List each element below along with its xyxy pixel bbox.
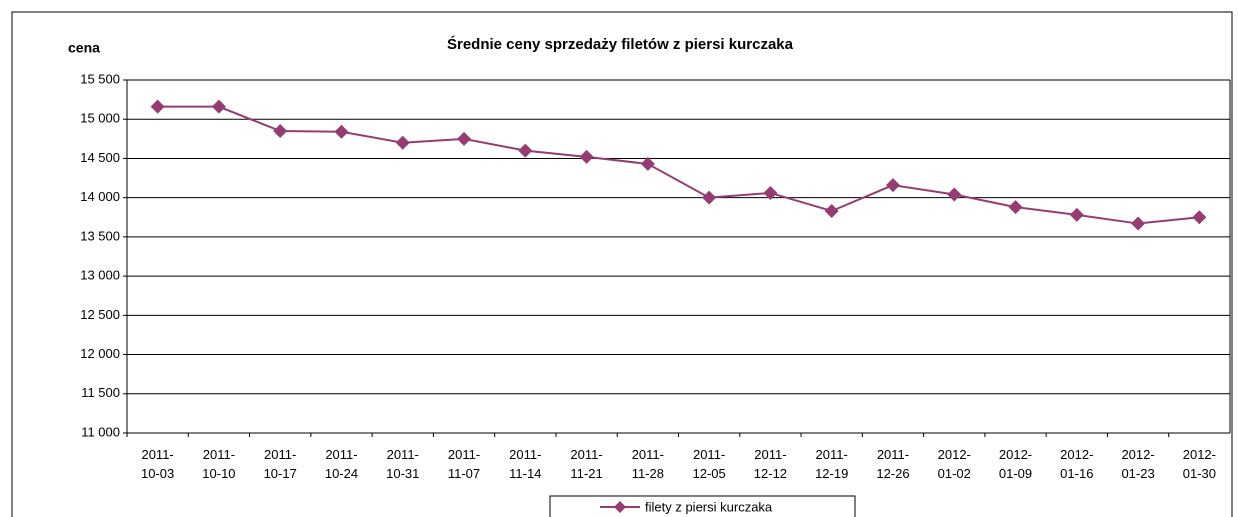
x-tick-label: 2011-11-07 xyxy=(447,447,481,481)
x-tick-label: 2012-01-09 xyxy=(998,447,1033,481)
x-tick-label: 2011-12-05 xyxy=(692,447,726,481)
x-tick-label: 2011-10-24 xyxy=(324,447,359,481)
y-tick-label: 11 000 xyxy=(81,424,120,439)
chart-frame xyxy=(11,11,1233,517)
data-point xyxy=(211,99,226,114)
x-tick-label: 2011-12-19 xyxy=(815,447,849,481)
data-point xyxy=(579,149,594,164)
x-tick-label: 2011-12-26 xyxy=(876,447,910,481)
data-point xyxy=(1192,210,1207,225)
data-point xyxy=(1008,200,1023,215)
data-point xyxy=(640,156,655,171)
data-point xyxy=(150,99,165,114)
chart-title: Średnie ceny sprzedaży filetów z piersi … xyxy=(447,35,794,53)
x-tick-label: 2012-01-16 xyxy=(1060,447,1094,481)
y-tick-label: 13 000 xyxy=(80,268,120,283)
x-tick-label: 2011-10-03 xyxy=(141,447,175,481)
x-tick-label: 2011-12-12 xyxy=(753,447,788,481)
data-point xyxy=(885,178,900,193)
x-tick-label: 2011-11-14 xyxy=(509,447,542,481)
y-tick-label: 12 000 xyxy=(80,346,120,361)
data-point xyxy=(334,124,349,139)
data-point xyxy=(947,187,962,202)
x-tick-label: 2011-10-17 xyxy=(263,447,297,481)
y-tick-label: 11 500 xyxy=(81,385,120,400)
legend-box xyxy=(549,495,856,517)
x-tick-label: 2011-11-28 xyxy=(631,447,664,481)
data-point xyxy=(1069,207,1084,222)
data-point xyxy=(273,123,288,138)
y-tick-label: 14 000 xyxy=(80,189,120,204)
x-tick-label: 2012-01-30 xyxy=(1182,447,1216,481)
data-point xyxy=(824,204,839,219)
x-tick-label: 2011-10-31 xyxy=(386,447,420,481)
data-point xyxy=(457,131,472,146)
y-tick-label: 12 500 xyxy=(80,307,120,322)
y-tick-label: 14 500 xyxy=(80,150,120,165)
y-tick-label: 15 500 xyxy=(80,71,120,86)
series-line xyxy=(157,105,1200,225)
x-tick-label: 2012-01-02 xyxy=(937,447,971,481)
y-tick-label: 15 000 xyxy=(80,111,120,126)
x-tick-label: 2011-10-10 xyxy=(202,447,236,481)
data-point xyxy=(395,135,410,150)
y-tick-label: 13 500 xyxy=(80,228,120,243)
data-point xyxy=(1131,216,1146,231)
data-point xyxy=(518,143,533,158)
legend-marker xyxy=(614,501,626,513)
x-tick-label: 2011-11-21 xyxy=(570,447,603,481)
x-tick-label: 2012-01-23 xyxy=(1121,447,1155,481)
data-point xyxy=(702,190,717,205)
legend-label: filety z piersi kurczaka xyxy=(645,499,773,514)
data-point xyxy=(763,185,778,200)
y-axis-label: cena xyxy=(68,40,100,56)
